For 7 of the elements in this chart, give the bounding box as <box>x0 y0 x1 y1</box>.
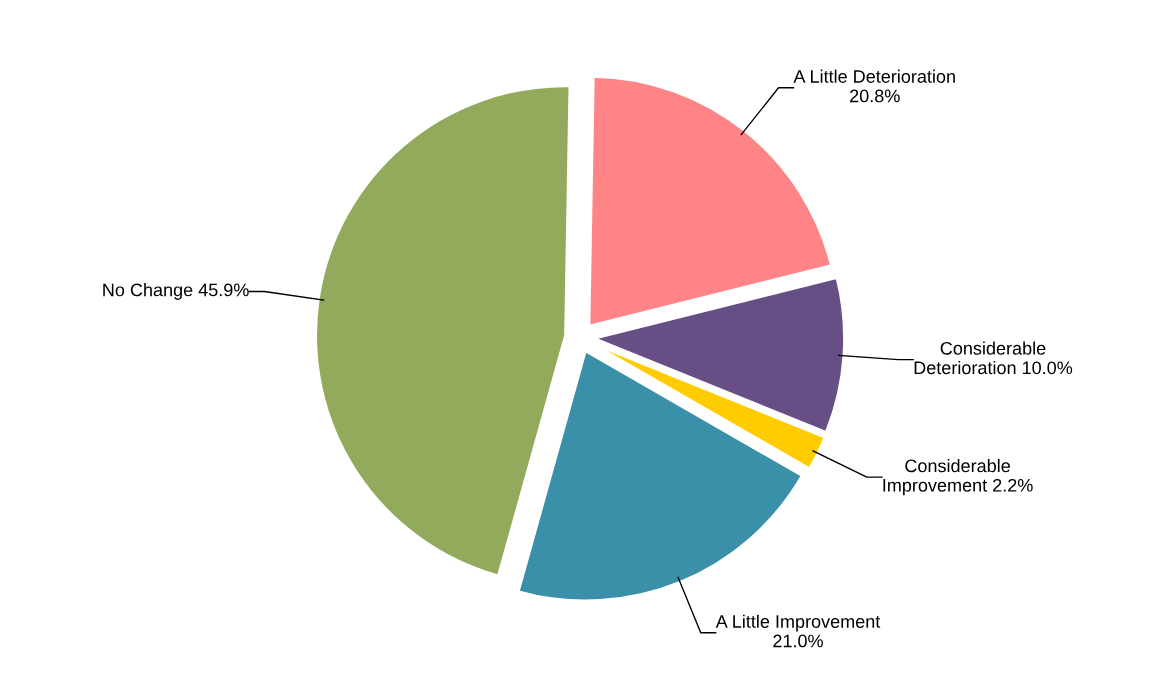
slice-label: A Little Improvement <box>715 614 881 632</box>
slice-label: Considerable Deterioration 10.0% <box>914 341 1073 375</box>
data-label: 20.8% <box>850 89 900 103</box>
slice-label: Considerable Improvement 2.2% <box>883 458 1033 496</box>
slice-label: A Little Deterioration <box>793 69 955 83</box>
data-label: 21.0% <box>773 634 823 648</box>
slice-label: No Change 45.9% <box>103 283 249 300</box>
